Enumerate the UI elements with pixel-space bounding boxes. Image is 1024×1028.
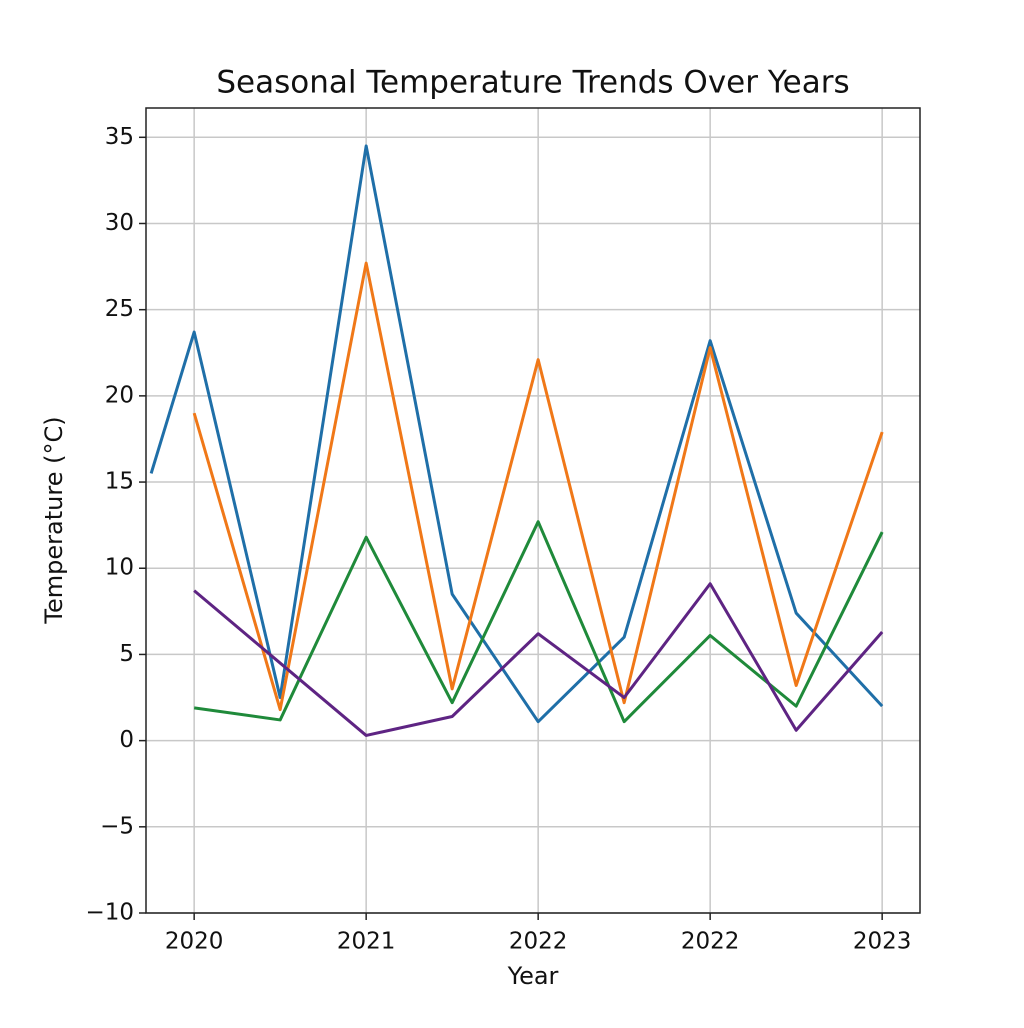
y-tick-label: 35 xyxy=(105,124,134,150)
chart-title: Seasonal Temperature Trends Over Years xyxy=(216,65,849,101)
y-tick-label: 5 xyxy=(119,641,134,667)
series-line xyxy=(149,144,884,724)
y-tick-label: 30 xyxy=(105,210,134,236)
x-tick-label: 2023 xyxy=(853,929,912,955)
series-line xyxy=(192,261,884,712)
x-tick-label: 2021 xyxy=(337,929,396,955)
y-tick-label: 10 xyxy=(105,555,134,581)
x-axis-label: Year xyxy=(507,962,559,990)
x-tick-label: 2022 xyxy=(681,929,740,955)
series-line xyxy=(193,582,884,737)
y-tick-label: 20 xyxy=(105,382,134,408)
x-tick-label: 2020 xyxy=(165,929,224,955)
y-tick-label: 25 xyxy=(105,296,134,322)
y-tick-label: 0 xyxy=(119,727,134,753)
y-tick-label: 15 xyxy=(105,469,134,495)
y-axis-label: Temperature (°C) xyxy=(40,416,68,624)
y-tick-label: −5 xyxy=(100,813,134,839)
y-tick-label: −10 xyxy=(85,900,134,926)
x-tick-label: 2022 xyxy=(509,929,568,955)
plot-frame xyxy=(145,107,921,914)
